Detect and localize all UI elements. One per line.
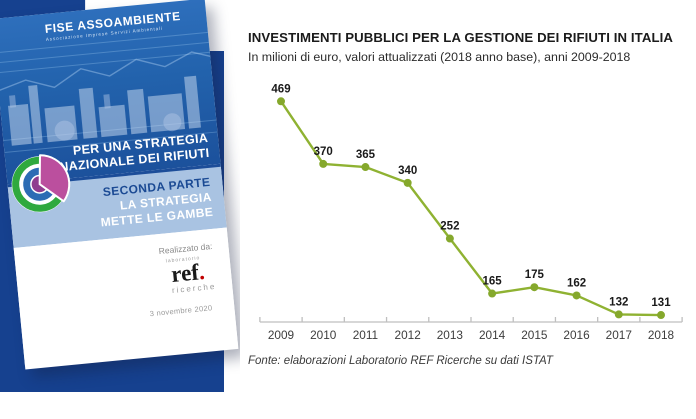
data-point-marker [572,291,581,300]
x-tick-label: 2017 [606,328,632,342]
data-point-marker [530,283,539,292]
ref-logo-dot: . [197,258,206,285]
data-point-label: 131 [651,297,671,309]
chart-panel: INVESTIMENTI PUBBLICI PER LA GESTIONE DE… [240,0,696,419]
data-point-label: 165 [483,276,503,288]
data-point-marker [445,234,454,243]
data-point-marker [614,310,623,319]
investments-line-chart: 469 2009 370 2010 365 2011 340 2012 252 2013 165 20… [259,83,683,342]
data-point-marker [319,159,328,168]
data-point-label: 340 [398,165,417,177]
data-line [280,100,662,317]
data-point-label: 252 [440,221,459,233]
data-point-label: 162 [567,277,586,289]
data-point-marker [403,178,412,187]
x-tick-label: 2009 [268,328,294,342]
chart-title: INVESTIMENTI PUBBLICI PER LA GESTIONE DE… [248,30,673,45]
data-point-marker [488,289,497,298]
x-tick-label: 2012 [395,328,421,342]
data-point-marker [277,97,285,106]
data-point-label: 370 [314,146,333,158]
cover-date: 3 novembre 2020 [149,303,213,319]
data-point-marker [361,163,370,172]
cover-footer-section: Realizzato da: laboratorio ref. ricerche… [13,227,239,367]
x-tick-label: 2016 [563,328,590,342]
data-point-label: 469 [271,83,290,95]
chart-source: Fonte: elaborazioni Laboratorio REF Rice… [248,355,553,367]
pie-chart-logo-icon [11,154,71,213]
x-tick-label: 2010 [310,328,337,342]
credit-block: Realizzato da: laboratorio ref. ricerche [158,241,216,296]
chart-subtitle: In milioni di euro, valori attualizzati … [248,50,631,64]
cover-header-section: FISE ASSOAMBIENTE Associazione Imprese S… [0,0,221,185]
data-point-label: 132 [609,296,628,308]
data-point-label: 365 [356,149,376,161]
data-point-marker [657,311,665,320]
industrial-skyline-graphic [0,31,218,153]
data-point-label: 175 [525,269,545,281]
x-tick-label: 2014 [479,328,506,342]
report-cover: FISE ASSOAMBIENTE Associazione Imprese S… [0,0,239,370]
x-tick-label: 2011 [353,328,378,342]
x-tick-label: 2018 [648,328,675,342]
x-tick-label: 2013 [437,328,464,342]
x-tick-label: 2015 [521,328,548,342]
